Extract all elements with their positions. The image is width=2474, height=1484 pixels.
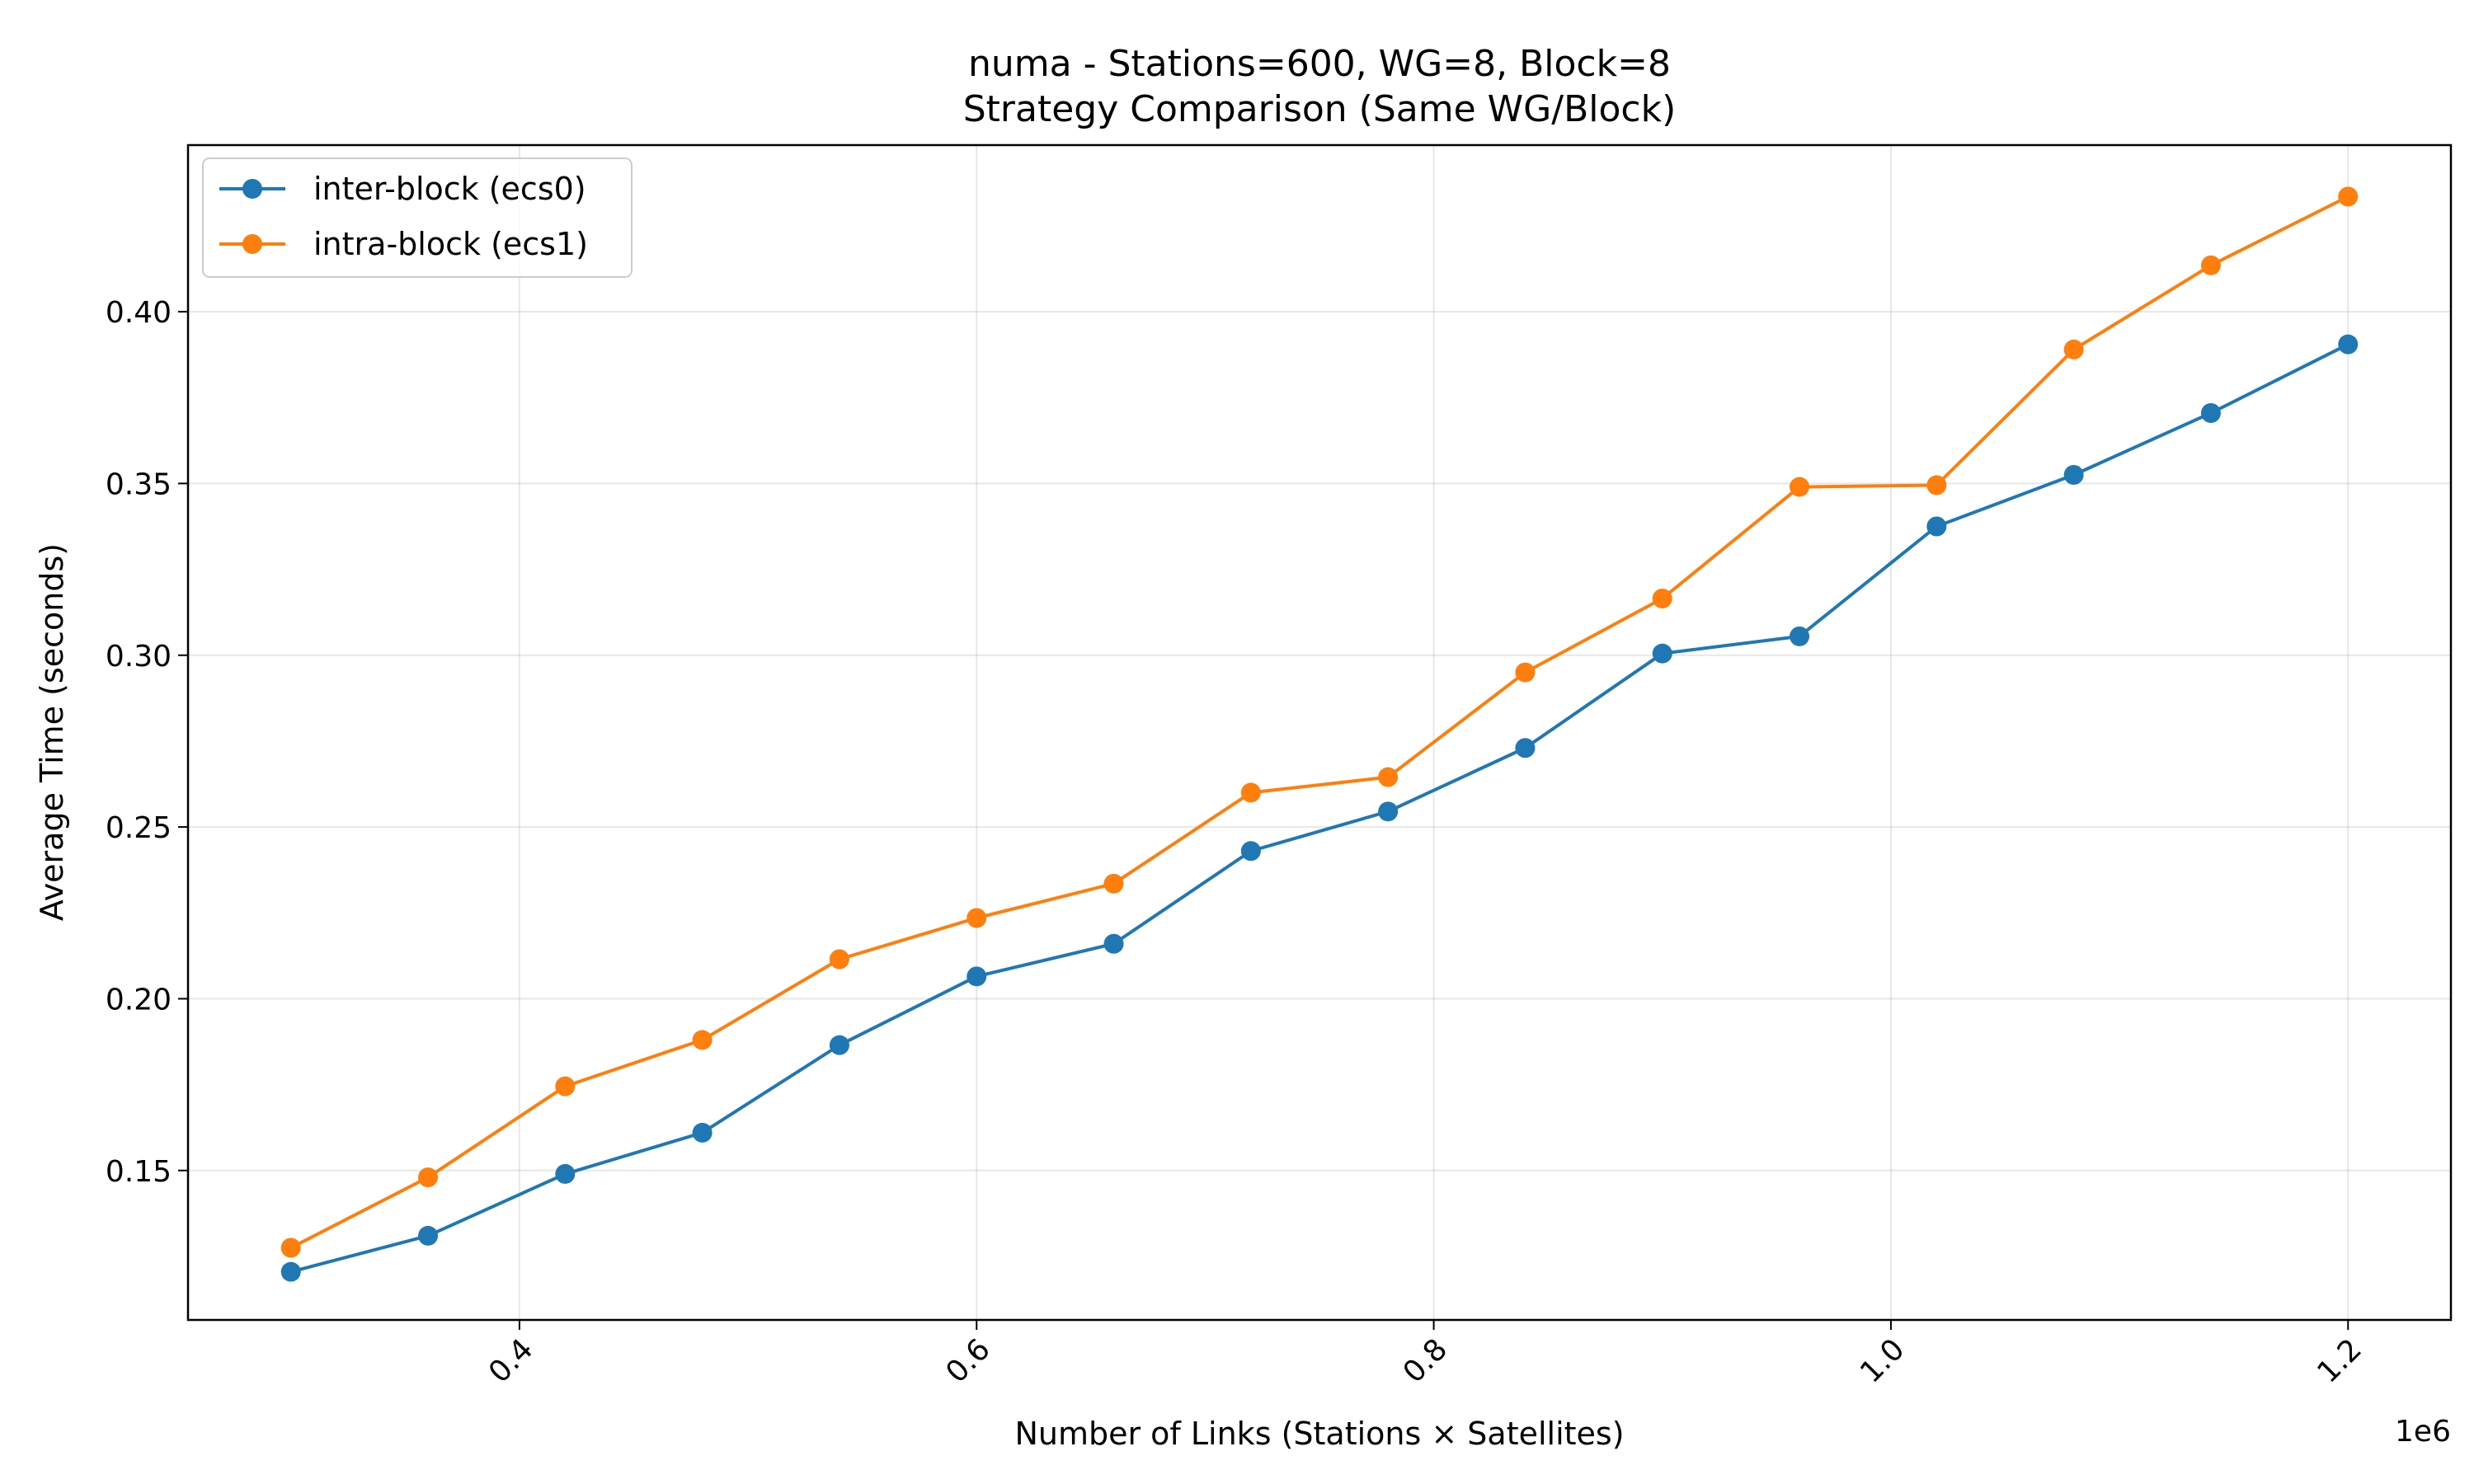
chart-subtitle: Strategy Comparison (Same WG/Block)	[963, 88, 1677, 130]
data-point	[1790, 626, 1810, 646]
legend-marker-intra-block	[242, 234, 262, 254]
data-point	[280, 1237, 301, 1258]
y-tick-label: 0.30	[106, 640, 172, 674]
data-point	[1378, 801, 1399, 822]
legend-label-intra-block: intra-block (ecs1)	[313, 226, 588, 262]
data-point	[1240, 782, 1261, 803]
legend-box	[202, 157, 633, 278]
plot-series	[280, 186, 2359, 1282]
data-point	[1790, 477, 1810, 497]
x-axis-label: Number of Links (Stations × Satellites)	[1014, 1416, 1624, 1452]
chart-title: numa - Stations=600, WG=8, Block=8	[968, 43, 1671, 85]
plot-frame	[186, 143, 2453, 1322]
data-point	[2063, 339, 2084, 359]
data-point	[1103, 873, 1124, 894]
data-point	[1240, 841, 1261, 862]
data-point	[2200, 255, 2221, 275]
data-point	[418, 1225, 439, 1246]
series-intra-block	[280, 186, 2359, 1258]
data-point	[2200, 403, 2221, 423]
data-point	[2338, 334, 2359, 355]
legend-label-inter-block: inter-block (ecs0)	[313, 171, 586, 207]
data-point	[692, 1122, 713, 1143]
data-point	[1652, 589, 1672, 608]
data-point	[692, 1030, 713, 1050]
y-axis-label: Average Time (seconds)	[34, 543, 70, 921]
data-point	[829, 949, 849, 970]
y-tick-label: 0.40	[106, 296, 172, 330]
data-point	[1652, 643, 1672, 664]
data-point	[1926, 516, 1947, 537]
data-point	[555, 1163, 576, 1184]
legend: inter-block (ecs0) intra-block (ecs1)	[202, 157, 633, 278]
data-point	[2338, 186, 2359, 207]
legend-marker-inter-block	[242, 179, 262, 199]
data-point	[555, 1076, 576, 1097]
data-point	[2063, 465, 2084, 485]
y-tick-label: 0.25	[106, 811, 172, 845]
y-tick-label: 0.35	[106, 467, 172, 501]
x-axis-offset-label: 1e6	[2395, 1415, 2451, 1449]
data-point	[1515, 662, 1536, 683]
y-tick-label: 0.20	[106, 983, 172, 1017]
data-point	[1926, 475, 1947, 495]
series-line	[289, 195, 2349, 1250]
series-inter-block	[280, 334, 2359, 1282]
y-tick-label: 0.15	[106, 1155, 172, 1189]
data-point	[418, 1167, 439, 1188]
data-point	[1103, 933, 1124, 954]
data-point	[1378, 767, 1399, 787]
data-point	[967, 966, 987, 987]
data-point	[829, 1035, 849, 1055]
y-axis-ticks: 0.15 0.20 0.25 0.30 0.35 0.40	[106, 296, 188, 1189]
data-point	[1515, 738, 1536, 758]
data-point	[967, 908, 987, 928]
series-line	[290, 342, 2349, 1274]
data-point	[280, 1261, 301, 1282]
